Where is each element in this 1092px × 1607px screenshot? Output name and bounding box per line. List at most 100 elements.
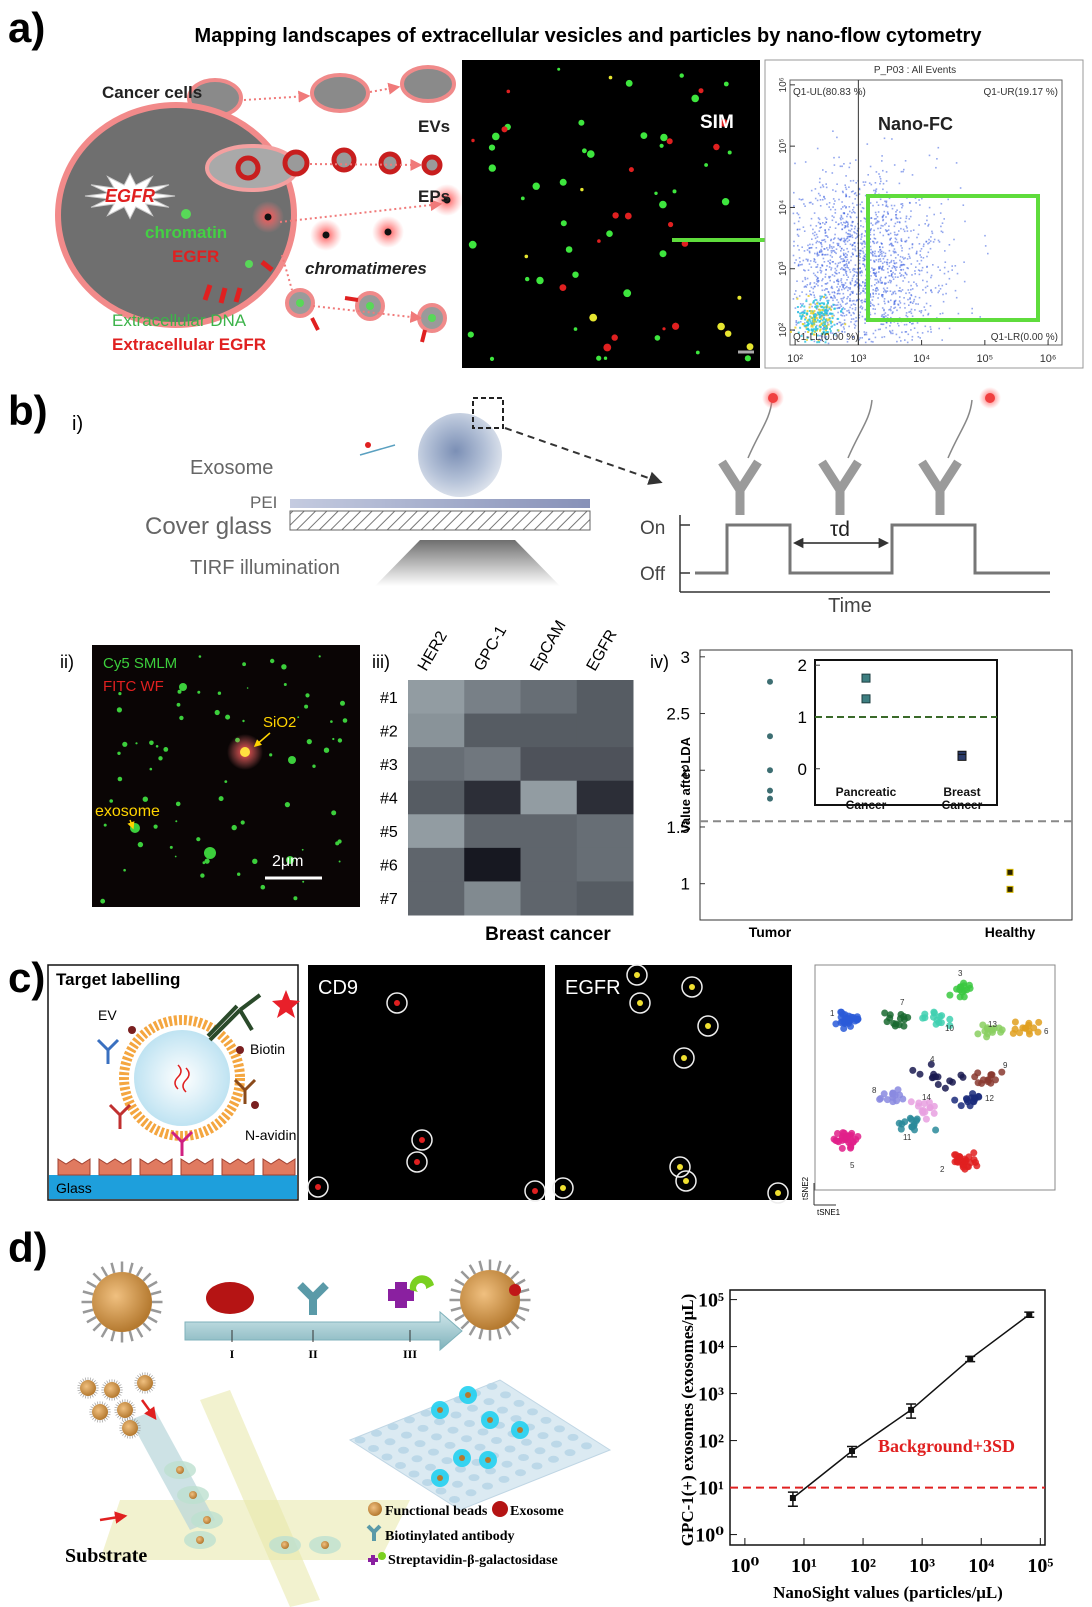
- event: [841, 305, 843, 307]
- smlm-dot: [175, 856, 177, 858]
- event: [825, 274, 827, 276]
- fluorophore: [985, 393, 995, 403]
- event: [837, 312, 839, 314]
- event: [873, 234, 875, 236]
- event: [829, 262, 831, 264]
- event: [833, 315, 835, 317]
- image-label: SIM: [700, 112, 734, 133]
- event: [879, 267, 881, 269]
- event: [829, 280, 831, 282]
- event: [877, 241, 879, 243]
- bead-spike: [132, 1436, 133, 1439]
- smlm-dot: [241, 820, 245, 824]
- bead-spike: [147, 1391, 148, 1394]
- event: [864, 184, 866, 186]
- event: [856, 282, 858, 284]
- well: [395, 1462, 406, 1469]
- smlm-dot: [261, 885, 266, 890]
- tsne-point: [957, 993, 964, 1000]
- event: [847, 259, 849, 261]
- event: [865, 181, 867, 183]
- x-tick-label: Pancreatic Cancer: [826, 786, 906, 812]
- event: [873, 333, 875, 335]
- event: [819, 230, 821, 232]
- event: [841, 201, 843, 203]
- event: [875, 191, 877, 193]
- row-label: #3: [380, 757, 398, 774]
- heatmap-cell: [521, 781, 578, 815]
- well: [464, 1420, 475, 1427]
- x-tick-label: 10⁵: [976, 353, 993, 365]
- event: [824, 325, 826, 327]
- bead: [281, 1541, 289, 1549]
- well: [425, 1464, 436, 1471]
- event: [853, 207, 855, 209]
- bead-spike: [102, 1420, 103, 1423]
- event: [926, 256, 928, 258]
- event: [855, 159, 857, 161]
- well: [551, 1441, 562, 1448]
- row-label: #6: [380, 858, 398, 875]
- event: [878, 329, 880, 331]
- event: [854, 274, 856, 276]
- event: [960, 187, 962, 189]
- event: [916, 285, 918, 287]
- event: [835, 227, 837, 229]
- event: [860, 250, 862, 252]
- event: [919, 337, 921, 339]
- event: [894, 273, 896, 275]
- event: [879, 232, 881, 234]
- event: [826, 265, 828, 267]
- heatmap-cell: [408, 814, 465, 848]
- bead: [437, 1475, 443, 1481]
- event: [840, 255, 842, 257]
- event: [887, 290, 889, 292]
- event: [921, 198, 923, 200]
- event: [854, 212, 856, 214]
- event: [813, 300, 815, 302]
- event: [907, 316, 909, 318]
- dna: [245, 260, 253, 268]
- well: [409, 1471, 420, 1478]
- diagram-label: τd: [830, 518, 850, 541]
- event: [940, 212, 942, 214]
- event: [845, 222, 847, 224]
- bead: [196, 1536, 204, 1544]
- tsne-point: [946, 1077, 953, 1084]
- diagram-label: Exosome: [190, 457, 273, 479]
- event: [803, 203, 805, 205]
- x-tick-label: 10⁰: [730, 1555, 759, 1577]
- event: [878, 271, 880, 273]
- event: [906, 331, 908, 333]
- event: [855, 307, 857, 309]
- ev: [381, 154, 399, 172]
- heatmap-cell: [577, 747, 634, 781]
- event: [911, 309, 913, 311]
- event: [940, 226, 942, 228]
- smlm-dot: [219, 796, 224, 801]
- event: [910, 329, 912, 331]
- tsne-point: [967, 985, 974, 992]
- sim-dot: [737, 296, 741, 300]
- event: [889, 280, 891, 282]
- bead-spike: [102, 1267, 107, 1276]
- step-label: III: [403, 1347, 417, 1361]
- event: [949, 278, 951, 280]
- event: [837, 243, 839, 245]
- diagram-label: TIRF illumination: [190, 557, 340, 579]
- event: [845, 187, 847, 189]
- event: [886, 231, 888, 233]
- tsne-point: [1035, 1019, 1042, 1026]
- bead-spike: [480, 1261, 483, 1271]
- well: [500, 1391, 511, 1398]
- point: [767, 796, 773, 802]
- smlm-dot: [319, 655, 321, 657]
- event: [793, 213, 795, 215]
- event: [889, 250, 891, 252]
- event: [938, 147, 940, 149]
- event: [901, 207, 903, 209]
- well: [398, 1447, 409, 1454]
- event: [890, 255, 892, 257]
- event: [828, 276, 830, 278]
- event: [864, 331, 866, 333]
